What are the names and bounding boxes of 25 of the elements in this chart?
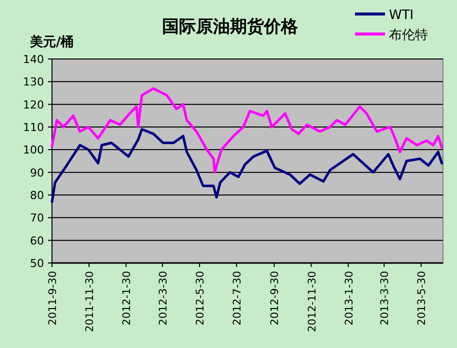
x-tick-label: 2012-5-30: [194, 271, 207, 326]
x-tick-label: 2013-5-30: [416, 271, 428, 326]
y-tick-label: 90: [30, 166, 44, 180]
chart-title: 国际原油期货价格: [162, 17, 299, 37]
y-axis-title: 美元/桶: [29, 34, 74, 50]
x-tick-label: 2013-1-30: [343, 271, 356, 326]
y-tick-label: 60: [30, 234, 44, 248]
y-tick-label: 110: [23, 121, 44, 134]
x-tick-label: 2012-1-30: [121, 271, 134, 326]
x-tick-label: 2011-9-30: [47, 271, 59, 326]
y-tick-label: 120: [23, 98, 44, 112]
legend-label: 布伦特: [389, 28, 428, 43]
y-tick-label: 70: [30, 212, 44, 225]
y-tick-label: 140: [23, 53, 44, 66]
x-tick-label: 2012-7-30: [232, 271, 244, 326]
x-tick-label: 2013-3-30: [379, 271, 392, 326]
x-tick-label: 2012-11-30: [306, 271, 318, 332]
x-tick-label: 2011-11-30: [84, 271, 96, 332]
y-tick-label: 130: [23, 76, 44, 89]
y-tick-label: 100: [23, 144, 44, 157]
x-tick-label: 2012-3-30: [158, 271, 170, 326]
x-tick-label: 2012-9-30: [269, 271, 282, 326]
legend-label: WTI: [389, 8, 414, 23]
y-tick-label: 80: [30, 189, 44, 202]
y-tick-label: 50: [30, 257, 44, 270]
